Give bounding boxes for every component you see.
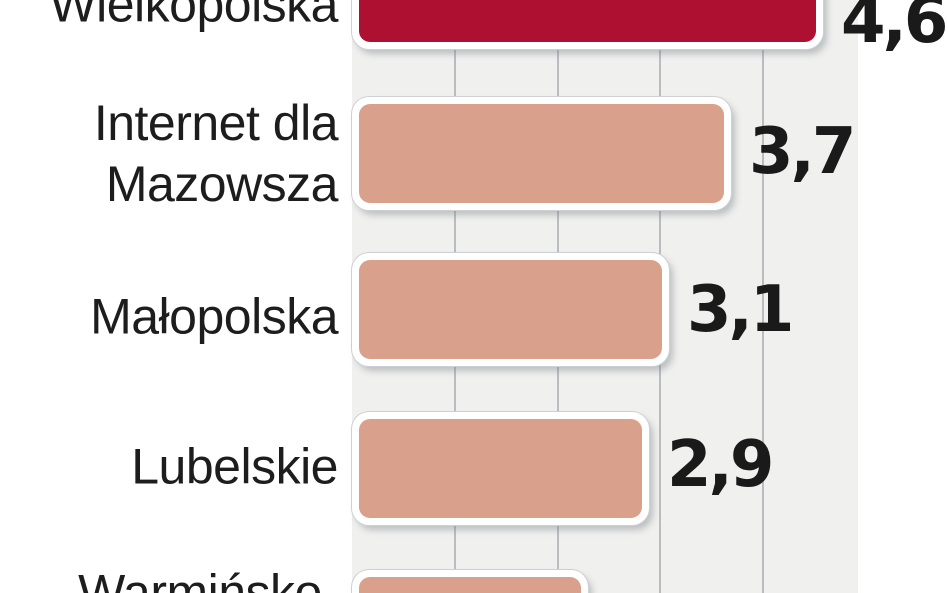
bar-row-internet-dla-mazowsza: Internet dla Mazowsza 3,7 [0, 95, 948, 212]
bar-row-lubelskie: Lubelskie 2,9 [0, 412, 948, 525]
category-label: Małopolska [0, 286, 338, 347]
category-label-line: Małopolska [90, 288, 338, 344]
category-label-line: Internet dla [93, 94, 339, 151]
bar-fill [359, 260, 662, 359]
value-label: 3,1 [687, 272, 794, 347]
bar-fill [359, 0, 816, 42]
value-label: 4,6 [841, 0, 948, 58]
bar [352, 0, 823, 49]
category-label-line: Lubelskie [131, 438, 338, 494]
category-label-line: Wielkopolska [49, 0, 338, 32]
category-label-line: Mazowsza [105, 155, 339, 212]
bar-row-wielkopolska: Wielkopolska 4,6 [0, 0, 948, 58]
category-label: Warmińsko- [0, 562, 338, 593]
value-label: 2,9 [667, 427, 774, 502]
bar-row-malopolska: Małopolska 3,1 [0, 253, 948, 366]
bar-fill [359, 419, 642, 518]
bar-row-warminsko: Warmińsko- [0, 564, 948, 593]
bar [352, 412, 649, 525]
gridline [762, 0, 764, 593]
bar [352, 253, 669, 366]
category-label-line: Warmińsko- [78, 564, 338, 593]
bar-fill [359, 577, 581, 593]
bar [352, 570, 588, 593]
value-label: 3,7 [749, 114, 856, 189]
bar [352, 97, 731, 210]
category-label: Lubelskie [0, 436, 338, 497]
category-label: Internet dla Mazowsza [0, 93, 339, 215]
bar-fill [359, 104, 724, 203]
category-label: Wielkopolska [0, 0, 338, 35]
